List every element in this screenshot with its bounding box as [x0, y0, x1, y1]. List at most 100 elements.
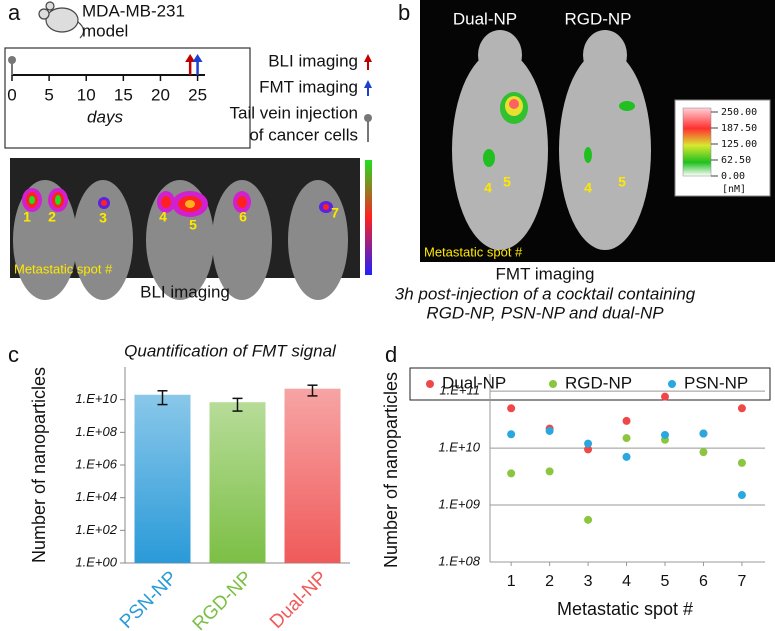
mice [13, 180, 348, 300]
data-point [507, 430, 516, 439]
spot-label: 7 [331, 205, 339, 221]
colorbar-tick-label: 250.00 [721, 107, 757, 118]
event-arrow-head [185, 54, 196, 62]
x-tick-label: 5 [661, 573, 670, 590]
spot-label: 2 [48, 209, 56, 225]
bar [209, 402, 266, 563]
bli-colorbar [365, 160, 372, 275]
x-tick-label: 7 [737, 573, 746, 590]
spot-label: 5 [189, 217, 197, 233]
data-point [584, 439, 593, 448]
x-tick-label: 1 [507, 573, 516, 590]
panel-label: a [8, 0, 21, 25]
x-tick-label: 2 [545, 573, 554, 590]
data-point [622, 434, 631, 443]
event-pin-head [8, 56, 16, 64]
colorbar-unit: [nM] [722, 184, 746, 195]
y-tick-label: 1.E+00 [75, 554, 117, 569]
x-tick-label: 4 [622, 573, 631, 590]
data-point [545, 467, 554, 476]
legend-marker [549, 380, 557, 388]
y-tick-label: 1.E+08 [75, 424, 117, 439]
legend-marker [668, 380, 676, 388]
y-tick-label: 1.E+10 [75, 391, 117, 406]
colorbar-tick-label: 62.50 [721, 155, 751, 166]
mouse-icon [38, 1, 85, 39]
event-arrow-head [192, 54, 203, 62]
colorbar [682, 107, 712, 177]
legend-marker [426, 380, 434, 388]
legend-label: RGD-NP [565, 373, 632, 392]
tick-label: 20 [151, 85, 170, 104]
timeline-label: days [87, 107, 123, 126]
tick-label: 25 [188, 85, 207, 104]
y-tick-label: 1.E+04 [75, 489, 117, 504]
data-point [661, 392, 669, 401]
bar [284, 388, 341, 563]
panel-label: c [8, 342, 19, 367]
caption: FMT imaging [496, 264, 595, 283]
data-point [584, 445, 593, 454]
data-point [661, 430, 669, 439]
group-label: RGD-NP [564, 9, 631, 28]
x-axis-title: Metastatic spot # [557, 599, 693, 619]
y-tick-label: 1.E+09 [438, 496, 480, 511]
bli-signal [22, 188, 333, 217]
fmt-signal [483, 92, 635, 167]
legend-pin-head [364, 114, 372, 122]
event-label: of cancer cells [249, 125, 358, 144]
image-label: Metastatic spot # [424, 244, 523, 259]
data-point [545, 426, 554, 435]
data-point [737, 458, 746, 467]
caption: 3h post-injection of a cocktail containi… [395, 284, 696, 303]
spot-label: 6 [239, 209, 247, 225]
group-label: Dual-NP [453, 9, 517, 28]
x-tick-label: 6 [699, 573, 708, 590]
spot-label: 5 [618, 174, 626, 190]
data-point [622, 452, 631, 461]
data-point [699, 429, 708, 438]
colorbar-tick-label: 0.00 [721, 171, 745, 182]
legend-label: Dual-NP [442, 373, 506, 392]
event-label: Tail vein injection [229, 103, 358, 122]
data-point [584, 515, 593, 524]
tick-label: 10 [77, 85, 96, 104]
data-point [622, 416, 631, 425]
bar [134, 394, 191, 563]
y-tick-label: 1.E+06 [75, 456, 117, 471]
tick-label: 15 [114, 85, 133, 104]
x-tick-label: Dual-NP [266, 567, 332, 631]
panel-label: d [385, 342, 397, 367]
y-tick-label: 1.E+08 [438, 553, 480, 568]
x-tick-label: 3 [584, 573, 593, 590]
y-axis-title: Number of nanoparticles [29, 367, 49, 563]
event-label: BLI imaging [268, 51, 358, 70]
legend-box [409, 367, 771, 401]
panel-label: b [398, 0, 410, 25]
colorbar-tick-label: 125.00 [721, 139, 757, 150]
spot-label: 4 [584, 180, 592, 196]
spot-label: 3 [99, 210, 107, 226]
caption: BLI imaging [140, 282, 230, 301]
event-label: FMT imaging [259, 77, 358, 96]
y-axis-title: Number of nanoparticles [381, 372, 401, 568]
timeline-box [4, 47, 251, 149]
y-tick-label: 1.E+11 [439, 383, 480, 398]
spot-label: 5 [503, 174, 511, 190]
x-tick-label: RGD-NP [189, 567, 257, 631]
y-tick-label: 1.E+02 [75, 522, 117, 537]
y-tick-label: 1.E+10 [438, 440, 480, 455]
caption: RGD-NP, PSN-NP and dual-NP [426, 303, 664, 322]
spot-label: 1 [23, 209, 31, 225]
spot-label: 4 [159, 209, 167, 225]
data-point [507, 469, 516, 478]
data-point [737, 404, 746, 413]
model-text: model [82, 21, 128, 40]
tick-label: 0 [7, 85, 16, 104]
legend-arrow-head [364, 54, 372, 62]
spot-label: 4 [484, 180, 492, 196]
data-point [507, 404, 516, 413]
image-label: Metastatic spot # [14, 261, 113, 276]
colorbar-tick-label: 187.50 [721, 123, 757, 134]
